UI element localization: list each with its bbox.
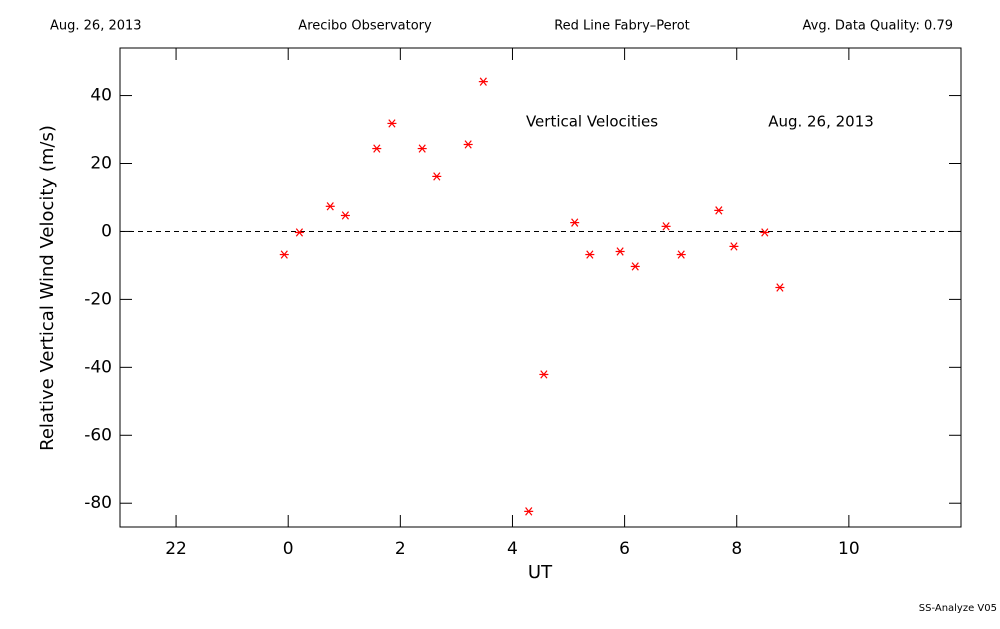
y-tick-label: 20: [90, 154, 112, 174]
plot-frame: [119, 47, 962, 528]
point: [661, 222, 671, 231]
point-stroke: [715, 206, 723, 215]
point-stroke: [571, 218, 579, 227]
point: [729, 242, 739, 251]
point: [539, 370, 549, 379]
point: [372, 144, 382, 153]
x-tick-label: 8: [731, 539, 742, 559]
point: [478, 77, 488, 86]
point: [294, 228, 304, 237]
point-stroke: [280, 250, 288, 259]
x-tick-label: 22: [165, 539, 187, 559]
x-tick-label: 10: [838, 539, 860, 559]
y-tick-label: 0: [101, 221, 112, 241]
point-stroke: [295, 228, 304, 237]
point-stroke: [662, 222, 670, 231]
point: [714, 206, 724, 215]
point: [676, 250, 686, 259]
point-stroke: [677, 250, 685, 259]
annotation: Vertical Velocities: [526, 113, 658, 131]
point: [432, 172, 442, 181]
y-tick-label: -80: [84, 493, 112, 513]
point-stroke: [326, 202, 334, 211]
point: [630, 262, 640, 271]
point-stroke: [525, 507, 533, 516]
annotation: Aug. 26, 2013: [768, 113, 874, 131]
point-stroke: [540, 370, 548, 379]
point: [417, 144, 427, 153]
point-stroke: [433, 172, 441, 181]
point-stroke: [616, 247, 624, 256]
point-stroke: [464, 140, 472, 149]
point: [524, 507, 534, 516]
y-tick-label: -60: [84, 425, 112, 445]
point-stroke: [373, 144, 381, 153]
point: [775, 283, 785, 292]
y-axis-label: Relative Vertical Wind Velocity (m/s): [37, 125, 58, 451]
point: [387, 119, 397, 128]
point: [615, 247, 625, 256]
point-stroke: [761, 228, 769, 237]
point-stroke: [341, 211, 350, 220]
point: [570, 218, 580, 227]
point-stroke: [631, 262, 639, 271]
point: [279, 250, 289, 259]
point-stroke: [586, 250, 594, 259]
point-stroke: [479, 77, 487, 86]
point: [340, 211, 350, 220]
x-tick-label: 0: [283, 539, 294, 559]
x-tick-label: 6: [619, 539, 630, 559]
footer: SS-Analyze V05: [919, 603, 997, 614]
point: [463, 140, 473, 149]
x-axis-label: UT: [528, 562, 553, 583]
point-stroke: [730, 242, 738, 251]
y-tick-label: 40: [90, 86, 112, 106]
x-tick-label: 4: [507, 539, 518, 559]
point-stroke: [418, 144, 426, 153]
point-stroke: [776, 283, 784, 292]
header-date: Aug. 26, 2013: [50, 19, 142, 34]
point: [325, 202, 335, 211]
point: [585, 250, 595, 259]
y-tick-label: -20: [84, 289, 112, 309]
y-tick-label: -40: [84, 357, 112, 377]
x-tick-label: 2: [395, 539, 406, 559]
point-stroke: [388, 119, 396, 128]
point: [760, 228, 770, 237]
header-instrument: Red Line Fabry–Perot: [554, 19, 690, 34]
header-site: Arecibo Observatory: [298, 19, 432, 34]
header-quality: Avg. Data Quality: 0.79: [803, 19, 953, 34]
